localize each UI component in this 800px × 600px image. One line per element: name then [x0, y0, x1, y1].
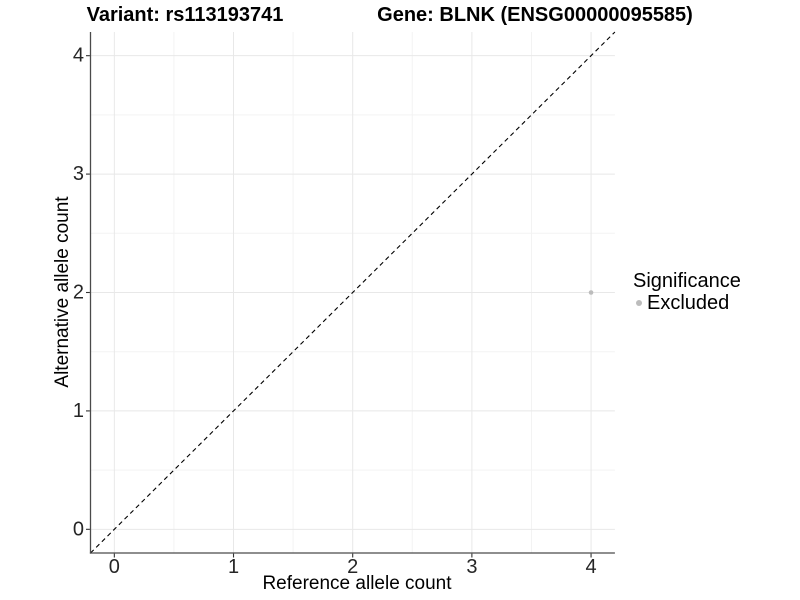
y-tick-label: 0 — [73, 518, 84, 540]
tick-marks — [86, 55, 592, 558]
x-tick-label: 1 — [228, 556, 239, 578]
legend-point-icon — [636, 300, 642, 306]
legend-item-label: Excluded — [647, 292, 730, 314]
x-tick-labels: 0 1 2 3 4 — [109, 556, 597, 578]
legend: Significance Excluded — [633, 271, 741, 313]
plot-title-variant: Variant: rs113193741 — [86, 4, 284, 26]
x-axis-title: Reference allele count — [262, 573, 452, 594]
x-tick-label: 2 — [347, 556, 358, 578]
y-tick-label: 1 — [73, 400, 84, 422]
y-tick-label: 4 — [73, 45, 84, 67]
axis-lines — [89, 32, 615, 554]
x-tick-label: 4 — [586, 556, 597, 578]
y-tick-label: 3 — [73, 163, 84, 185]
y-tick-labels: 0 1 2 3 4 — [73, 45, 84, 541]
y-axis-title: Alternative allele count — [52, 196, 73, 388]
x-tick-label: 0 — [109, 556, 120, 578]
legend-item-excluded: Excluded — [633, 293, 741, 313]
legend-title: Significance — [633, 270, 741, 292]
y-tick-label: 2 — [73, 282, 84, 304]
data-point — [588, 290, 594, 295]
identity-line — [90, 31, 616, 554]
x-tick-label: 3 — [466, 556, 477, 578]
plot-title-gene: Gene: BLNK (ENSG00000095585) — [377, 4, 693, 26]
